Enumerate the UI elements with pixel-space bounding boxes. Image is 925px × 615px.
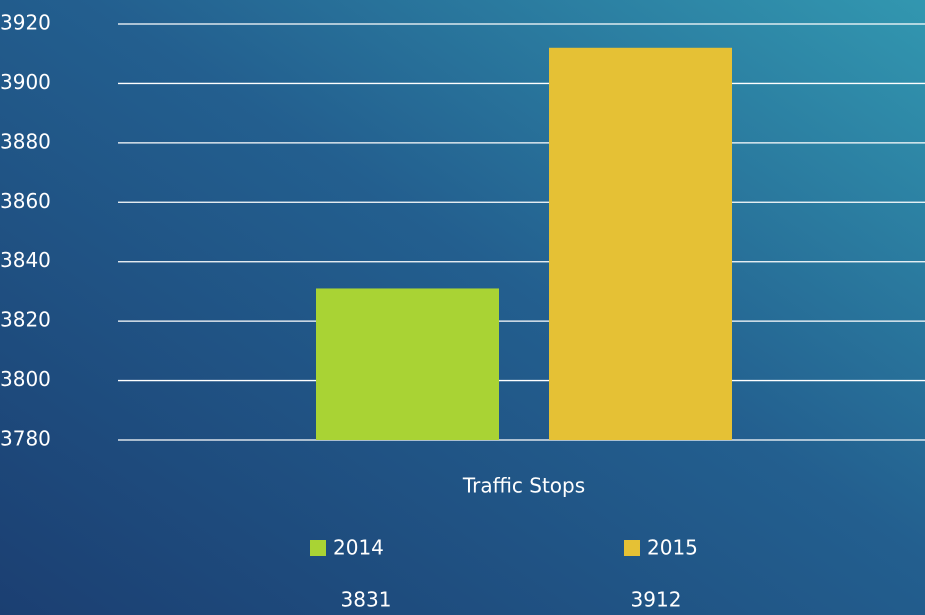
bar: [316, 288, 499, 440]
legend-label: 2014: [333, 536, 384, 560]
y-tick-label: 3900: [0, 70, 51, 94]
data-table-value: 3912: [631, 588, 682, 612]
y-tick-label: 3860: [0, 189, 51, 213]
y-tick-label: 3920: [0, 11, 51, 35]
y-tick-label: 3780: [0, 427, 51, 451]
y-tick-label: 3820: [0, 308, 51, 332]
y-tick-label: 3800: [0, 367, 51, 391]
y-tick-label: 3840: [0, 248, 51, 272]
bar: [549, 47, 732, 441]
x-tick-label: Traffic Stops: [462, 474, 585, 498]
legend-swatch: [624, 540, 640, 556]
y-tick-label: 3880: [0, 129, 51, 153]
legend-swatch: [310, 540, 326, 556]
legend-label: 2015: [647, 536, 698, 560]
data-table-value: 3831: [341, 588, 392, 612]
